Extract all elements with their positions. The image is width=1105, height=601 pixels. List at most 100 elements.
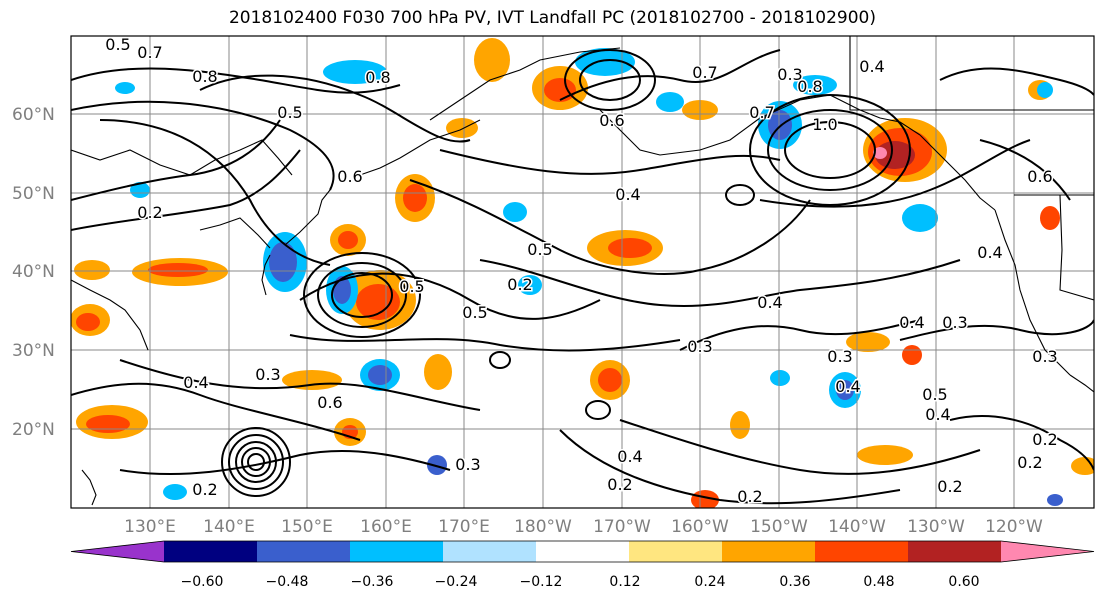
pv-positive-patch — [544, 78, 576, 102]
colorbar-tick-label: −0.24 — [435, 574, 478, 590]
pv-negative-patch — [793, 75, 837, 95]
pv-negative-patch — [323, 60, 387, 84]
lat-label: 40°N — [12, 262, 55, 282]
contour-label: 0.8 — [192, 67, 217, 86]
pv-negative-patch — [518, 275, 542, 295]
contour-label: 0.3 — [455, 455, 480, 474]
pv-contours — [71, 49, 1094, 505]
pv-negative-patch — [368, 365, 392, 385]
pv-positive-patch — [403, 184, 427, 212]
colorbar-tick-label: 0.24 — [694, 574, 725, 590]
pv-positive-patch — [1071, 457, 1094, 475]
contour-label: 0.2 — [192, 480, 217, 499]
pv-positive-patch — [474, 38, 510, 82]
contour-label: 0.2 — [607, 475, 632, 494]
contour-label: 0.5 — [277, 103, 302, 122]
pv-positive-patch — [1040, 206, 1060, 230]
colorbar-tick-label: −0.48 — [266, 574, 309, 590]
pv-positive-patch — [598, 368, 622, 392]
contour-label: 0.3 — [1032, 347, 1057, 366]
contour-label: 0.2 — [1017, 453, 1042, 472]
colorbar-tick-labels: −0.60 −0.48 −0.36 −0.24 −0.12 0.12 0.24 … — [181, 574, 980, 590]
contour-label: 0.5 — [105, 35, 130, 54]
pv-positive-patch — [730, 411, 750, 439]
lon-label: 130°W — [907, 517, 965, 537]
longitude-labels: 130°E 140°E 150°E 160°E 170°E 180°W 170°… — [124, 517, 1043, 537]
pv-negative-patch — [770, 370, 790, 386]
lat-label: 50°N — [12, 184, 55, 204]
contour-label: 0.6 — [599, 111, 624, 130]
contour-label: 0.7 — [137, 43, 162, 62]
contour-label: 0.5 — [922, 385, 947, 404]
colorbar-tick-label: −0.36 — [351, 574, 394, 590]
contour-label: 0.7 — [692, 63, 717, 82]
pv-positive-patch — [338, 231, 358, 249]
contour-label: 0.4 — [617, 447, 642, 466]
pv-positive-patch — [875, 141, 915, 169]
pv-positive-patch — [424, 354, 452, 390]
colorbar-segment — [815, 541, 909, 562]
pv-positive-patch — [148, 263, 208, 277]
lon-label: 120°W — [985, 517, 1043, 537]
contour-label: 0.8 — [365, 68, 390, 87]
map-title: 2018102400 F030 700 hPa PV, IVT Landfall… — [228, 8, 876, 28]
pv-positive-patch — [446, 118, 478, 138]
lon-label: 160°E — [360, 517, 412, 537]
colorbar — [70, 540, 1095, 563]
contour-label: 0.2 — [937, 477, 962, 496]
contour-label: 0.4 — [835, 377, 860, 396]
colorbar-outline — [70, 540, 1095, 563]
colorbar-segment — [629, 541, 723, 562]
contour-label: 0.5 — [399, 277, 424, 296]
contour-label: 0.3 — [827, 347, 852, 366]
contour-label: 0.3 — [942, 313, 967, 332]
pv-negative-patch — [902, 204, 938, 232]
contour-label: 0.4 — [899, 313, 924, 332]
colorbar-tick-label: 0.36 — [779, 574, 810, 590]
pv-negative-patch — [656, 92, 684, 112]
contour-label: 0.7 — [749, 103, 774, 122]
pv-positive-patch — [608, 238, 652, 258]
pv-positive-patch — [902, 345, 922, 365]
contour-label: 1.0 — [812, 115, 837, 134]
lon-label: 160°W — [671, 517, 729, 537]
contour-label: 0.6 — [1027, 167, 1052, 186]
contour-label: 0.3 — [777, 65, 802, 84]
lat-label: 20°N — [12, 420, 55, 440]
map-area: 0.5 0.7 0.8 0.8 0.5 0.6 0.2 0.7 0.6 0.7 0.4 0.3 1.0 0… — [71, 35, 1094, 508]
contour-label: 0.4 — [615, 185, 640, 204]
pv-positive-patch — [282, 370, 342, 390]
lon-label: 140°E — [203, 517, 255, 537]
pv-positive-patch — [76, 313, 100, 331]
contour-label: 0.8 — [797, 77, 822, 96]
contour-label: 0.2 — [737, 487, 762, 506]
pv-positive-patch — [86, 415, 130, 433]
colorbar-tick-label: 0.12 — [609, 574, 640, 590]
lat-label: 60°N — [12, 105, 55, 125]
contour-label: 0.5 — [462, 303, 487, 322]
colorbar-tick-label: −0.60 — [181, 574, 224, 590]
lon-label: 130°E — [124, 517, 176, 537]
colorbar-segment — [164, 541, 258, 562]
contour-label: 0.2 — [1032, 430, 1057, 449]
contour-label: 0.2 — [507, 275, 532, 294]
colorbar-tick-label: −0.12 — [520, 574, 563, 590]
contour-label: 0.6 — [337, 167, 362, 186]
pv-negative-patch — [269, 242, 297, 282]
pv-negative-patch — [503, 202, 527, 222]
pv-negative-patch — [1047, 494, 1063, 506]
contour-label: 0.3 — [255, 365, 280, 384]
contour-label: 0.2 — [137, 203, 162, 222]
pv-negative-patch — [163, 484, 187, 500]
contour-label: 0.4 — [925, 405, 950, 424]
pv-positive-patch — [857, 445, 913, 465]
pv-positive-patch — [356, 284, 400, 320]
pv-positive-patch — [691, 490, 719, 508]
pv-negative-patch — [575, 48, 635, 76]
colorbar-segment — [722, 541, 816, 562]
pv-negative-patch — [1037, 82, 1053, 98]
pv-negative-patch — [130, 182, 150, 198]
colorbar-segment — [71, 541, 164, 562]
lon-label: 170°E — [438, 517, 490, 537]
lat-label: 30°N — [12, 341, 55, 361]
